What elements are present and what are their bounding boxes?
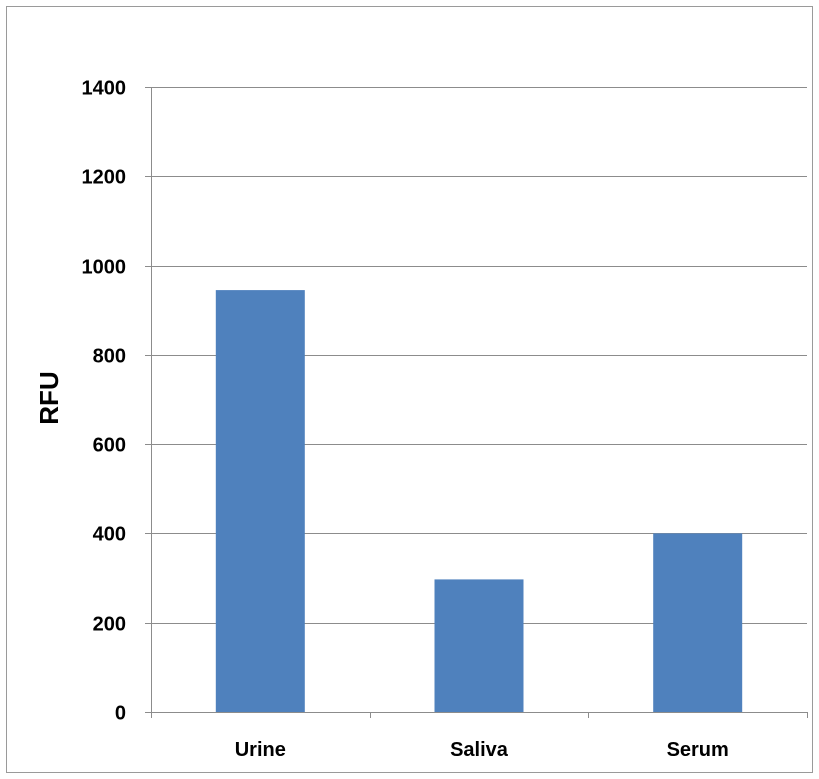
x-tick-label: Urine [235, 739, 286, 761]
y-tick-label: 1200 [82, 167, 127, 189]
bar-serum [653, 533, 743, 712]
x-tick-label: Saliva [450, 739, 509, 761]
y-tick-label: 1000 [82, 257, 127, 279]
y-tick-labels: 0 200 400 600 800 1000 1200 1400 [82, 78, 127, 725]
y-tick-label: 600 [93, 435, 126, 457]
y-tick-label: 0 [115, 703, 126, 725]
x-tick-labels: Urine Saliva Serum [235, 739, 729, 761]
bars [215, 290, 743, 712]
bar-urine [215, 290, 305, 712]
y-tick-label: 800 [93, 346, 126, 368]
axes [145, 87, 808, 718]
y-tick-label: 400 [93, 524, 126, 546]
x-tick-label: Serum [667, 739, 729, 761]
y-axis-title: RFU [34, 371, 64, 424]
y-tick-label: 1400 [82, 78, 127, 100]
y-tick-label: 200 [93, 614, 126, 636]
bar-saliva [434, 579, 524, 712]
